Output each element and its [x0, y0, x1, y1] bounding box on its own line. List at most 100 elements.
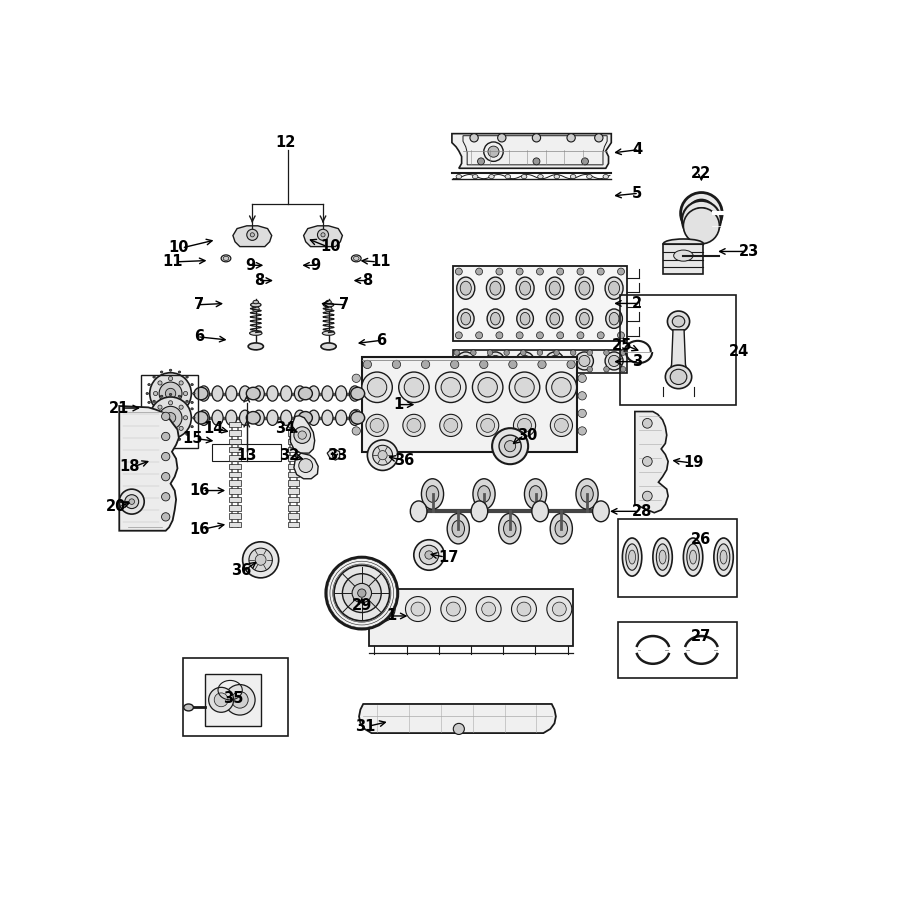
Text: 1: 1	[393, 397, 403, 412]
Circle shape	[487, 352, 505, 370]
Circle shape	[318, 230, 329, 240]
Circle shape	[488, 146, 499, 158]
Circle shape	[162, 412, 170, 420]
Circle shape	[326, 557, 398, 629]
Ellipse shape	[198, 410, 209, 426]
Circle shape	[455, 332, 462, 338]
Circle shape	[162, 432, 170, 441]
Circle shape	[159, 382, 182, 405]
Ellipse shape	[281, 386, 292, 401]
Polygon shape	[304, 226, 342, 247]
Ellipse shape	[490, 312, 500, 325]
Text: 12: 12	[276, 135, 295, 150]
Circle shape	[509, 360, 517, 369]
Circle shape	[455, 268, 462, 275]
Circle shape	[578, 374, 586, 382]
Circle shape	[298, 431, 306, 439]
Ellipse shape	[606, 309, 622, 328]
Circle shape	[150, 373, 191, 414]
Circle shape	[159, 406, 182, 429]
Circle shape	[352, 392, 360, 400]
Circle shape	[536, 332, 543, 338]
Ellipse shape	[687, 544, 700, 571]
Ellipse shape	[576, 479, 598, 509]
Ellipse shape	[323, 302, 334, 307]
Ellipse shape	[253, 410, 264, 426]
Circle shape	[642, 491, 652, 501]
Circle shape	[242, 542, 278, 578]
Circle shape	[681, 193, 722, 234]
Circle shape	[547, 597, 572, 622]
Bar	[230, 472, 241, 477]
Circle shape	[481, 602, 496, 616]
Circle shape	[683, 208, 719, 244]
Circle shape	[576, 352, 594, 370]
Bar	[288, 513, 299, 519]
Ellipse shape	[326, 301, 331, 304]
Text: 14: 14	[203, 421, 224, 436]
Text: 16: 16	[189, 483, 209, 498]
Bar	[288, 447, 299, 453]
Circle shape	[538, 360, 546, 369]
Ellipse shape	[298, 411, 313, 424]
Circle shape	[552, 602, 567, 616]
Text: 10: 10	[168, 240, 189, 256]
Ellipse shape	[461, 312, 471, 325]
Circle shape	[125, 495, 138, 508]
Circle shape	[550, 414, 573, 436]
Bar	[230, 522, 241, 527]
Ellipse shape	[351, 411, 365, 424]
Circle shape	[162, 472, 170, 481]
Circle shape	[403, 414, 425, 436]
Ellipse shape	[148, 426, 150, 428]
Ellipse shape	[473, 479, 495, 509]
Text: 23: 23	[739, 244, 759, 259]
Circle shape	[533, 158, 540, 165]
Bar	[230, 438, 241, 444]
Text: 5: 5	[632, 185, 642, 201]
Circle shape	[421, 360, 430, 369]
Ellipse shape	[325, 307, 332, 311]
Ellipse shape	[170, 369, 172, 372]
Circle shape	[514, 414, 535, 436]
Bar	[288, 497, 299, 502]
Circle shape	[370, 418, 384, 432]
Ellipse shape	[308, 386, 319, 401]
Polygon shape	[290, 416, 314, 453]
Ellipse shape	[240, 386, 251, 401]
Ellipse shape	[225, 410, 237, 426]
Ellipse shape	[153, 433, 155, 436]
Circle shape	[367, 440, 398, 471]
Ellipse shape	[240, 410, 251, 426]
Ellipse shape	[170, 393, 172, 395]
Circle shape	[471, 350, 476, 356]
Ellipse shape	[581, 486, 594, 502]
Circle shape	[582, 158, 588, 165]
Ellipse shape	[665, 365, 691, 389]
Ellipse shape	[457, 309, 474, 328]
Ellipse shape	[190, 383, 193, 385]
Ellipse shape	[194, 387, 208, 400]
Circle shape	[154, 416, 158, 419]
Circle shape	[363, 360, 372, 369]
Ellipse shape	[487, 277, 505, 300]
Text: 34: 34	[275, 420, 295, 436]
Ellipse shape	[192, 417, 195, 419]
Ellipse shape	[354, 256, 359, 260]
Ellipse shape	[452, 520, 464, 537]
Circle shape	[682, 201, 721, 239]
Circle shape	[515, 378, 534, 397]
Ellipse shape	[532, 501, 549, 522]
Ellipse shape	[186, 433, 189, 436]
Ellipse shape	[349, 386, 360, 401]
Ellipse shape	[250, 331, 262, 336]
Bar	[369, 589, 573, 646]
Circle shape	[224, 685, 255, 716]
Ellipse shape	[308, 410, 319, 426]
Circle shape	[169, 400, 172, 405]
Ellipse shape	[472, 175, 478, 179]
Circle shape	[158, 402, 162, 406]
Circle shape	[162, 453, 170, 461]
Circle shape	[577, 268, 584, 275]
Circle shape	[579, 356, 590, 366]
